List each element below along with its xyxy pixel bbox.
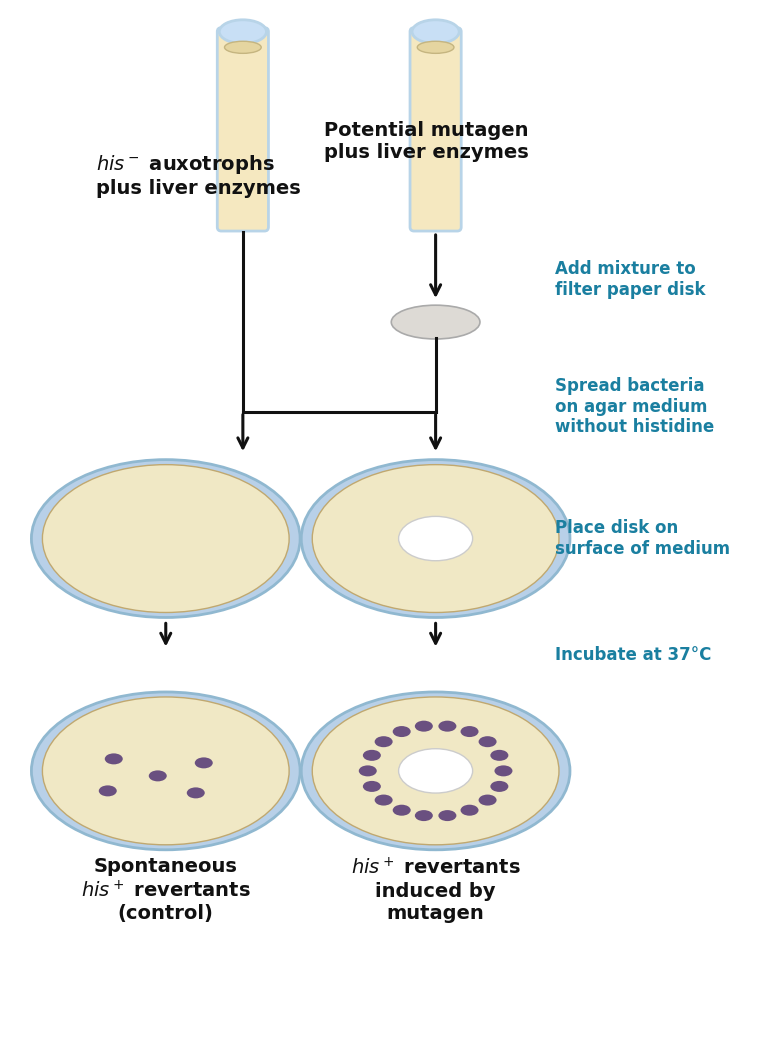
Text: Place disk on
surface of medium: Place disk on surface of medium — [555, 520, 730, 558]
Ellipse shape — [312, 697, 559, 845]
Ellipse shape — [301, 459, 570, 618]
Text: Add mixture to
filter paper disk: Add mixture to filter paper disk — [555, 261, 705, 299]
Text: $\mathit{his}^+$ revertants
induced by
mutagen: $\mathit{his}^+$ revertants induced by m… — [351, 857, 520, 923]
Text: Incubate at 37°C: Incubate at 37°C — [555, 645, 712, 664]
Ellipse shape — [391, 305, 480, 339]
Ellipse shape — [224, 41, 261, 54]
Ellipse shape — [399, 749, 473, 793]
Ellipse shape — [375, 794, 392, 806]
Ellipse shape — [195, 757, 213, 769]
Ellipse shape — [359, 766, 377, 776]
Ellipse shape — [42, 465, 289, 612]
Ellipse shape — [439, 720, 456, 732]
Ellipse shape — [415, 720, 433, 732]
Ellipse shape — [187, 788, 205, 798]
Text: Spread bacteria
on agar medium
without histidine: Spread bacteria on agar medium without h… — [555, 377, 715, 436]
Ellipse shape — [149, 771, 167, 781]
Ellipse shape — [99, 786, 116, 796]
Ellipse shape — [460, 805, 479, 815]
FancyBboxPatch shape — [410, 27, 461, 231]
Ellipse shape — [479, 736, 497, 748]
Ellipse shape — [399, 516, 473, 561]
Ellipse shape — [415, 810, 433, 822]
Ellipse shape — [312, 465, 559, 612]
Ellipse shape — [363, 780, 381, 792]
Ellipse shape — [375, 736, 392, 748]
Ellipse shape — [392, 805, 411, 815]
Ellipse shape — [105, 753, 123, 765]
Text: Potential mutagen
plus liver enzymes: Potential mutagen plus liver enzymes — [324, 121, 529, 163]
Ellipse shape — [490, 750, 508, 761]
Text: $\mathit{his}^-$ auxotrophs
plus liver enzymes: $\mathit{his}^-$ auxotrophs plus liver e… — [96, 153, 301, 199]
FancyBboxPatch shape — [217, 27, 268, 231]
Ellipse shape — [219, 20, 267, 43]
Ellipse shape — [439, 810, 456, 822]
Ellipse shape — [392, 727, 411, 737]
Ellipse shape — [417, 41, 454, 54]
Text: Spontaneous
$\mathit{his}^+$ revertants
(control): Spontaneous $\mathit{his}^+$ revertants … — [81, 857, 251, 923]
Ellipse shape — [32, 459, 300, 618]
Ellipse shape — [490, 780, 508, 792]
Ellipse shape — [301, 692, 570, 850]
Ellipse shape — [479, 794, 497, 806]
Ellipse shape — [42, 697, 289, 845]
Ellipse shape — [32, 692, 300, 850]
Ellipse shape — [494, 766, 513, 776]
Ellipse shape — [363, 750, 381, 761]
Ellipse shape — [460, 727, 479, 737]
Ellipse shape — [412, 20, 460, 43]
